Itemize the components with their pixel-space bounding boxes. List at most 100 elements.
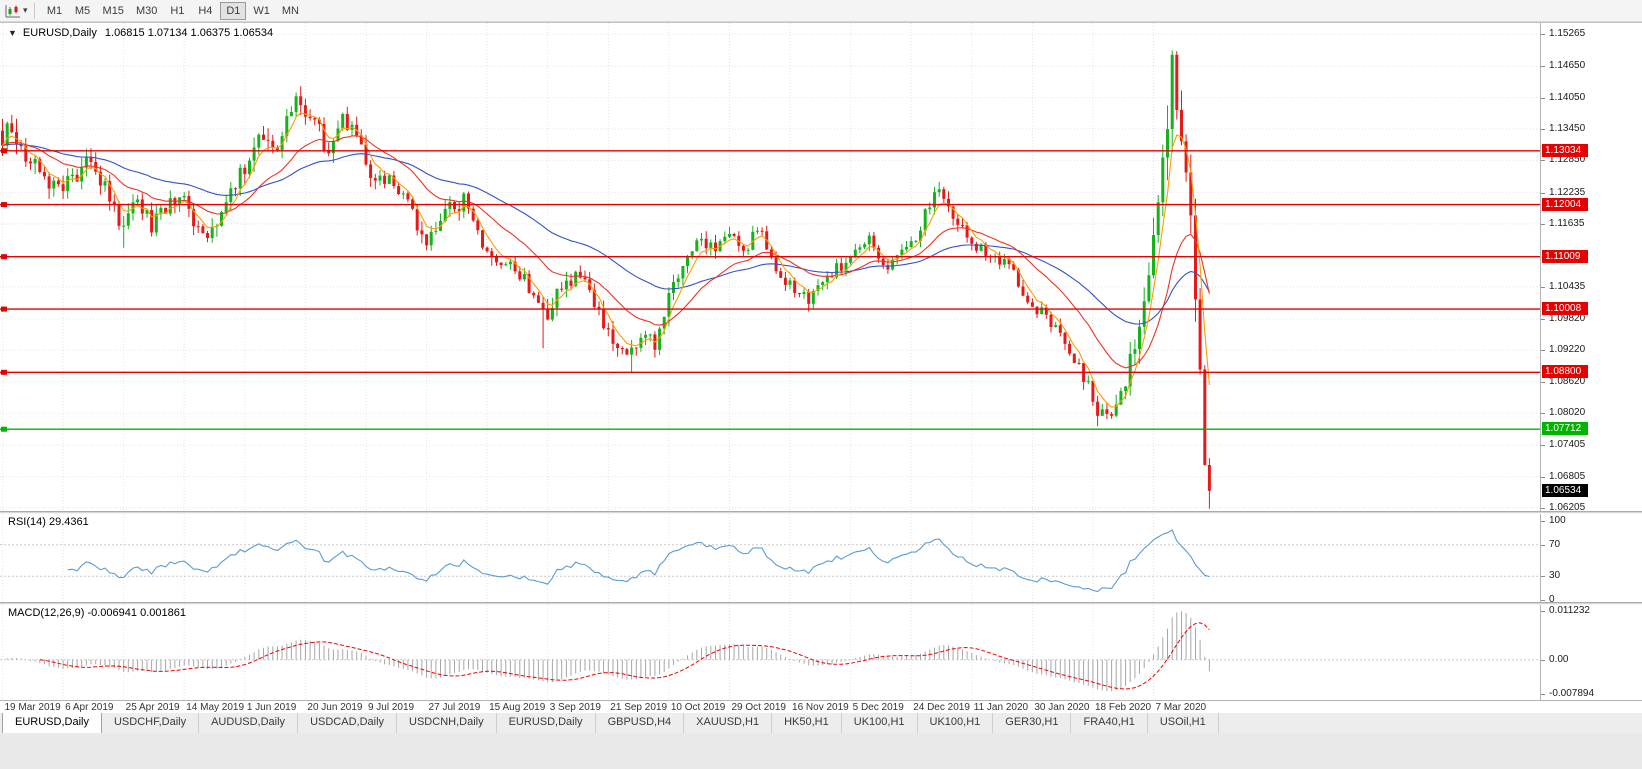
rsi-indicator-label: RSI(14) 29.4361	[8, 516, 89, 528]
date-label: 5 Dec 2019	[852, 702, 904, 713]
macd-axis-label: -0.007894	[1549, 688, 1595, 699]
timeframe-button-m5[interactable]: M5	[74, 4, 91, 17]
macd-axis-label: 0.011232	[1549, 605, 1590, 616]
chart-tab-usdcnh-daily[interactable]: USDCNH,Daily	[397, 713, 497, 733]
price-tick	[1541, 508, 1545, 510]
macd-chart-canvas[interactable]	[0, 605, 1540, 700]
price-axis-label: 1.06805	[1549, 470, 1586, 482]
price-tick	[1541, 318, 1545, 320]
price-axis-label: 1.13450	[1549, 122, 1586, 134]
timeframe-button-h1[interactable]: H1	[170, 4, 185, 17]
price-tick	[1541, 476, 1545, 478]
chart-symbol-period: EURUSD,Daily	[22, 27, 97, 39]
price-axis-label: 1.06205	[1549, 502, 1586, 514]
price-tick	[1541, 66, 1545, 68]
price-level-badge: 1.13034	[1542, 143, 1588, 157]
chart-window: ▼ EURUSD,Daily 1.06815 1.07134 1.06375 1…	[0, 22, 1642, 713]
timeframe-button-m30[interactable]: M30	[135, 4, 158, 17]
status-strip	[0, 733, 1642, 769]
price-level-badge: 1.11009	[1542, 249, 1588, 263]
price-level-badge: 1.12004	[1542, 197, 1588, 211]
chart-tab-eurusd-daily[interactable]: EURUSD,Daily	[2, 712, 102, 733]
timeframe-button-mn[interactable]: MN	[281, 4, 299, 17]
chart-tab-gbpusd-h4[interactable]: GBPUSD,H4	[596, 713, 685, 733]
price-axis-label: 1.14650	[1549, 60, 1586, 72]
rsi-axis-label: 30	[1549, 570, 1561, 582]
chart-tab-usoil-h1[interactable]: USOil,H1	[1148, 713, 1219, 733]
rsi-axis-label: 0	[1549, 594, 1555, 605]
macd-indicator-label: MACD(12,26,9) -0.006941 0.001861	[8, 607, 186, 619]
price-axis-label: 1.11635	[1549, 217, 1585, 229]
date-label: 21 Sep 2019	[610, 702, 668, 713]
rsi-indicator-panel: RSI(14) 29.4361	[0, 514, 1540, 602]
date-label: 25 Apr 2019	[125, 702, 180, 713]
toolbar-separator	[33, 2, 35, 19]
date-label: 16 Nov 2019	[792, 702, 849, 713]
chart-tab-fra40-h1[interactable]: FRA40,H1	[1071, 713, 1148, 733]
price-tick	[1541, 381, 1545, 383]
current-price-badge: 1.06534	[1542, 483, 1588, 497]
price-axis-label: 1.08620	[1549, 375, 1586, 387]
date-label: 15 Aug 2019	[489, 702, 546, 713]
rsi-tick	[1541, 544, 1545, 546]
price-axis-label: 1.15265	[1549, 28, 1586, 40]
date-label: 6 Apr 2019	[65, 702, 114, 713]
chart-tab-xauusd-h1[interactable]: XAUUSD,H1	[684, 713, 773, 733]
panel-splitter[interactable]	[0, 602, 1642, 605]
chart-tab-uk100-h1[interactable]: UK100,H1	[842, 713, 918, 733]
chart-ohlc-values: 1.06815 1.07134 1.06375 1.06534	[104, 27, 274, 39]
date-label: 18 Feb 2020	[1094, 702, 1152, 713]
date-label: 7 Mar 2020	[1155, 702, 1207, 713]
time-axis[interactable]: 19 Mar 2019 6 Apr 2019 25 Apr 2019 14 May 2…	[0, 700, 1642, 713]
rsi-tick	[1541, 521, 1545, 522]
price-tick	[1541, 160, 1545, 162]
chart-tab-eurusd-daily[interactable]: EURUSD,Daily	[497, 713, 596, 733]
timeframe-button-d1[interactable]: D1	[220, 1, 247, 20]
date-label: 30 Jan 2020	[1034, 702, 1090, 713]
price-tick	[1541, 192, 1545, 194]
date-label: 10 Oct 2019	[670, 702, 726, 713]
price-axis-label: 1.08020	[1549, 407, 1586, 419]
date-label: 1 Jun 2019	[246, 702, 297, 713]
price-axis-label: 1.07405	[1549, 439, 1586, 451]
price-axis-label: 1.12235	[1549, 186, 1586, 198]
price-tick	[1541, 286, 1545, 288]
chart-tab-usdcad-daily[interactable]: USDCAD,Daily	[298, 713, 398, 733]
date-label: 14 May 2019	[186, 702, 245, 713]
timeframe-button-w1[interactable]: W1	[253, 4, 270, 17]
chart-tab-bar: EURUSD,Daily USDCHF,Daily AUDUSD,Daily USDC…	[0, 712, 1642, 733]
date-label: 9 Jul 2019	[367, 702, 415, 713]
chart-tab-audusd-daily[interactable]: AUDUSD,Daily	[199, 713, 299, 733]
chart-type-dropdown-caret-icon[interactable]: ▾	[23, 5, 28, 15]
price-tick	[1541, 350, 1545, 352]
chart-type-icon[interactable]	[5, 4, 21, 18]
rsi-tick	[1541, 576, 1545, 578]
date-label: 19 Mar 2019	[4, 702, 61, 713]
main-chart-panel: ▼ EURUSD,Daily 1.06815 1.07134 1.06375 1…	[0, 23, 1540, 511]
timeframe-button-m15[interactable]: M15	[102, 4, 124, 17]
candlestick-chart-canvas[interactable]	[0, 23, 1540, 511]
price-tick	[1541, 34, 1545, 36]
price-level-badge: 1.07712	[1542, 422, 1588, 436]
price-tick	[1541, 128, 1545, 130]
rsi-axis-label: 70	[1549, 538, 1561, 550]
rsi-chart-canvas[interactable]	[0, 514, 1540, 602]
panel-splitter[interactable]	[0, 511, 1642, 514]
quick-trade-caret-icon[interactable]: ▼	[8, 28, 17, 38]
timeframe-button-h4[interactable]: H4	[198, 4, 213, 17]
chart-tab-hk50-h1[interactable]: HK50,H1	[772, 713, 842, 733]
price-axis-label: 1.10435	[1549, 280, 1586, 292]
date-label: 11 Jan 2020	[973, 702, 1029, 713]
date-label: 20 Jun 2019	[307, 702, 363, 713]
chart-tab-usdchf-daily[interactable]: USDCHF,Daily	[102, 713, 200, 733]
timeframe-button-m1[interactable]: M1	[46, 4, 63, 17]
price-level-badge: 1.10008	[1542, 302, 1588, 316]
chart-tab-ger30-h1[interactable]: GER30,H1	[993, 713, 1072, 733]
price-axis[interactable]: 1.15265 1.14650 1.14050 1.13450 1.12850 1.122…	[1540, 23, 1642, 700]
price-tick	[1541, 445, 1545, 447]
date-label: 27 Jul 2019	[428, 702, 481, 713]
chart-tab-uk100-h1[interactable]: UK100,H1	[918, 713, 994, 733]
date-label: 3 Sep 2019	[549, 702, 601, 713]
macd-indicator-panel: MACD(12,26,9) -0.006941 0.001861	[0, 605, 1540, 700]
